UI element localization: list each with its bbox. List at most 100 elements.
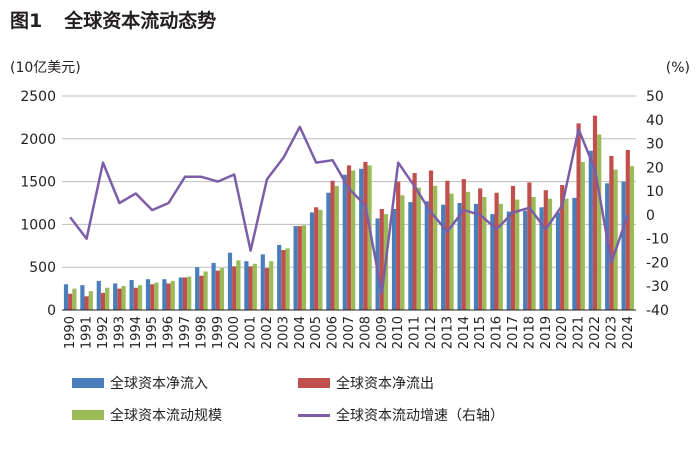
bar	[150, 284, 155, 310]
right-tick-label: -10	[646, 232, 669, 248]
bar	[232, 266, 237, 310]
bar	[199, 275, 204, 310]
bar	[359, 168, 364, 310]
x-tick-label: 1997	[178, 316, 193, 349]
bar	[301, 225, 307, 310]
bar	[170, 280, 175, 310]
bar	[117, 288, 122, 310]
x-tick-label: 2024	[621, 316, 636, 349]
x-tick-label: 1996	[162, 316, 177, 349]
bar	[555, 212, 561, 310]
bar	[182, 277, 188, 310]
right-axis-unit: (%)	[666, 60, 690, 76]
bar	[391, 208, 397, 310]
bar	[248, 266, 253, 310]
bar	[396, 181, 401, 310]
bar	[334, 185, 339, 310]
bar	[379, 208, 384, 310]
bar	[100, 292, 106, 310]
left-axis-unit: (10亿美元)	[10, 60, 81, 76]
bar	[564, 198, 569, 310]
bar	[145, 279, 151, 310]
bar	[449, 193, 454, 310]
x-tick-label: 2009	[375, 316, 390, 349]
bar	[433, 185, 438, 310]
bar	[367, 165, 372, 310]
bars	[63, 115, 635, 310]
bar	[219, 268, 225, 310]
bar	[465, 191, 471, 310]
left-tick-label: 500	[29, 260, 56, 276]
x-tick-label: 2014	[457, 316, 472, 349]
figure-title: 图1 全球资本流动态势	[10, 6, 216, 33]
bar	[68, 293, 73, 310]
x-tick-label: 1999	[211, 316, 226, 349]
bar	[281, 250, 286, 310]
bar	[625, 149, 630, 310]
x-tick-label: 2020	[555, 316, 570, 349]
bar	[326, 192, 331, 310]
bar	[547, 198, 553, 310]
bar	[195, 267, 200, 310]
bar	[523, 210, 528, 310]
bar	[63, 284, 69, 310]
bar	[309, 212, 315, 310]
x-tick-label: 2012	[424, 316, 439, 349]
bar	[215, 270, 220, 310]
bar	[166, 283, 171, 310]
bar	[592, 115, 598, 310]
bar	[162, 279, 167, 310]
bar	[412, 173, 417, 310]
x-tick-label: 2010	[391, 316, 406, 349]
x-tick-label: 1990	[63, 316, 78, 349]
x-tick-label: 1991	[80, 316, 95, 349]
bar	[580, 161, 585, 310]
bar	[264, 268, 270, 310]
x-tick-label: 2000	[227, 316, 242, 349]
bar	[490, 214, 495, 310]
right-tick-label: -30	[646, 279, 669, 295]
bar	[260, 254, 265, 310]
left-tick-label: 0	[47, 303, 56, 319]
bar	[478, 188, 483, 310]
bar	[400, 195, 405, 310]
x-tick-label: 2013	[440, 316, 455, 349]
x-tick-label: 2003	[276, 316, 291, 349]
x-tick-label: 1994	[129, 316, 144, 349]
bar	[330, 180, 335, 310]
x-tick-label: 2016	[490, 316, 505, 349]
bar	[515, 199, 520, 310]
bar	[576, 123, 581, 310]
bar	[137, 285, 143, 310]
bar	[457, 203, 462, 310]
bar	[96, 280, 101, 310]
left-tick-label: 2000	[20, 132, 56, 148]
x-tick-label: 2007	[342, 316, 357, 349]
figure-title-text: 全球资本流动态势	[64, 10, 217, 32]
x-tick-label: 1992	[96, 316, 111, 349]
bar	[494, 192, 499, 310]
x-tick-label: 2015	[473, 316, 488, 349]
bar	[527, 182, 532, 310]
x-tick-label: 2022	[588, 316, 603, 349]
bar	[80, 285, 85, 310]
x-tick-label: 2002	[260, 316, 275, 349]
bar	[482, 197, 487, 310]
bar	[318, 209, 323, 310]
x-tick-label: 2021	[572, 316, 587, 349]
right-tick-label: -20	[646, 255, 669, 271]
bar	[227, 252, 233, 310]
x-tick-label: 2005	[309, 316, 324, 349]
bar	[609, 155, 614, 310]
left-tick-label: 1500	[20, 175, 56, 191]
bar	[605, 183, 610, 310]
bar	[236, 260, 241, 310]
growth-line	[69, 125, 629, 295]
bar	[269, 261, 274, 310]
x-tick-label: 1995	[145, 316, 160, 349]
bar	[560, 185, 565, 310]
bar	[572, 197, 577, 310]
right-tick-label: 0	[646, 208, 655, 224]
left-tick-label: 2500	[20, 89, 56, 105]
